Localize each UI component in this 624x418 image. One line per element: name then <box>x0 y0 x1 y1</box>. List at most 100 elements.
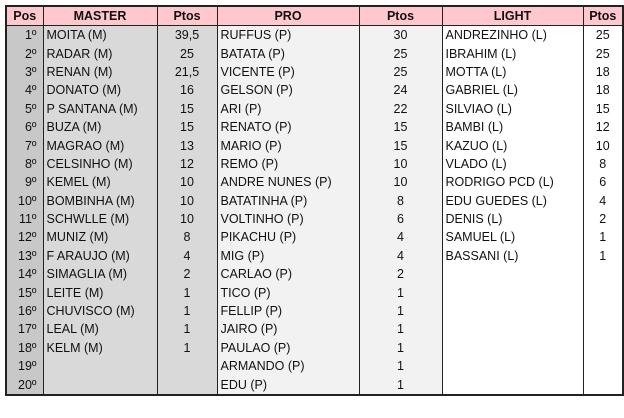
cell-light-name[interactable] <box>441 375 584 395</box>
cell-light-name[interactable]: BASSANI (L) <box>441 246 584 266</box>
cell-master-points[interactable]: 10 <box>156 173 218 192</box>
cell-pro-name[interactable]: BATATINHA (P) <box>216 191 360 210</box>
cell-master-points[interactable]: 2 <box>156 265 218 284</box>
cell-pos[interactable]: 3º <box>5 62 44 82</box>
cell-light-name[interactable]: ANDREZINHO (L) <box>441 25 584 45</box>
cell-pos[interactable]: 8º <box>5 154 44 174</box>
cell-pos[interactable]: 15º <box>5 283 44 302</box>
cell-pro-name[interactable]: EDU (P) <box>216 375 360 395</box>
cell-pos[interactable]: 14º <box>5 265 44 284</box>
cell-pro-points[interactable]: 1 <box>358 320 443 339</box>
cell-pro-name[interactable]: CARLAO (P) <box>216 265 360 284</box>
cell-pro-name[interactable]: FELLIP (P) <box>216 301 360 321</box>
cell-light-points[interactable] <box>582 320 624 339</box>
cell-master-name[interactable]: SCHWLLE (M) <box>42 209 158 229</box>
cell-pro-name[interactable]: ARI (P) <box>216 99 360 118</box>
cell-light-points[interactable] <box>582 283 624 302</box>
cell-master-name[interactable]: CELSINHO (M) <box>42 154 158 174</box>
cell-pro-name[interactable]: PIKACHU (P) <box>216 228 360 247</box>
cell-pro-name[interactable]: GELSON (P) <box>216 81 360 100</box>
cell-light-points[interactable] <box>582 265 624 284</box>
cell-pos[interactable]: 16º <box>5 301 44 321</box>
cell-pos[interactable]: 11º <box>5 209 44 229</box>
cell-master-points[interactable]: 10 <box>156 191 218 210</box>
cell-pro-name[interactable]: MIG (P) <box>216 246 360 266</box>
cell-light-points[interactable]: 1 <box>582 246 624 266</box>
cell-light-points[interactable] <box>582 338 624 358</box>
cell-pro-points[interactable]: 4 <box>358 246 443 266</box>
cell-pro-name[interactable]: PAULAO (P) <box>216 338 360 358</box>
cell-light-points[interactable] <box>582 375 624 395</box>
cell-master-points[interactable]: 1 <box>156 338 218 358</box>
cell-master-name[interactable]: RENAN (M) <box>42 62 158 82</box>
cell-pos[interactable]: 19º <box>5 357 44 376</box>
cell-pro-points[interactable]: 22 <box>358 99 443 118</box>
cell-light-name[interactable]: MOTTA (L) <box>441 62 584 82</box>
cell-master-points[interactable]: 8 <box>156 228 218 247</box>
cell-pro-points[interactable]: 15 <box>358 117 443 137</box>
cell-light-points[interactable]: 25 <box>582 25 624 45</box>
cell-pro-name[interactable]: ANDRE NUNES (P) <box>216 173 360 192</box>
cell-master-name[interactable]: MUNIZ (M) <box>42 228 158 247</box>
cell-master-name[interactable]: RADAR (M) <box>42 44 158 63</box>
cell-light-name[interactable]: GABRIEL (L) <box>441 81 584 100</box>
cell-pro-points[interactable]: 30 <box>358 25 443 45</box>
cell-light-points[interactable] <box>582 301 624 321</box>
cell-master-points[interactable]: 15 <box>156 117 218 137</box>
cell-light-points[interactable]: 18 <box>582 81 624 100</box>
cell-master-name[interactable] <box>42 375 158 395</box>
cell-light-points[interactable]: 10 <box>582 136 624 155</box>
cell-light-name[interactable]: SILVIAO (L) <box>441 99 584 118</box>
cell-master-points[interactable]: 12 <box>156 154 218 174</box>
cell-pos[interactable]: 13º <box>5 246 44 266</box>
cell-light-points[interactable] <box>582 357 624 376</box>
cell-light-name[interactable] <box>441 265 584 284</box>
cell-light-name[interactable]: DENIS (L) <box>441 209 584 229</box>
cell-master-name[interactable] <box>42 357 158 376</box>
cell-pro-points[interactable]: 1 <box>358 357 443 376</box>
cell-pro-name[interactable]: VOLTINHO (P) <box>216 209 360 229</box>
cell-light-name[interactable]: EDU GUEDES (L) <box>441 191 584 210</box>
cell-pro-points[interactable]: 24 <box>358 81 443 100</box>
cell-pro-points[interactable]: 1 <box>358 283 443 302</box>
cell-pro-points[interactable]: 6 <box>358 209 443 229</box>
cell-pro-points[interactable]: 2 <box>358 265 443 284</box>
cell-light-name[interactable] <box>441 301 584 321</box>
cell-pro-points[interactable]: 1 <box>358 338 443 358</box>
cell-pro-points[interactable]: 1 <box>358 301 443 321</box>
cell-master-name[interactable]: BUZA (M) <box>42 117 158 137</box>
cell-pos[interactable]: 12º <box>5 228 44 247</box>
cell-pro-name[interactable]: MARIO (P) <box>216 136 360 155</box>
cell-light-name[interactable]: BAMBI (L) <box>441 117 584 137</box>
cell-pos[interactable]: 5º <box>5 99 44 118</box>
cell-pro-name[interactable]: BATATA (P) <box>216 44 360 63</box>
cell-pro-points[interactable]: 1 <box>358 375 443 395</box>
cell-master-name[interactable]: SIMAGLIA (M) <box>42 265 158 284</box>
cell-pro-name[interactable]: REMO (P) <box>216 154 360 174</box>
cell-master-name[interactable]: BOMBINHA (M) <box>42 191 158 210</box>
cell-master-points[interactable]: 1 <box>156 320 218 339</box>
cell-master-name[interactable]: LEITE (M) <box>42 283 158 302</box>
cell-light-points[interactable]: 15 <box>582 99 624 118</box>
cell-master-name[interactable]: KEMEL (M) <box>42 173 158 192</box>
cell-pos[interactable]: 18º <box>5 338 44 358</box>
cell-light-points[interactable]: 6 <box>582 173 624 192</box>
cell-pro-name[interactable]: ARMANDO (P) <box>216 357 360 376</box>
cell-pos[interactable]: 1º <box>5 25 44 45</box>
cell-master-points[interactable]: 39,5 <box>156 25 218 45</box>
cell-light-points[interactable]: 8 <box>582 154 624 174</box>
cell-pro-name[interactable]: VICENTE (P) <box>216 62 360 82</box>
cell-light-name[interactable]: KAZUO (L) <box>441 136 584 155</box>
cell-master-name[interactable]: LEAL (M) <box>42 320 158 339</box>
cell-pro-name[interactable]: RUFFUS (P) <box>216 25 360 45</box>
cell-master-points[interactable]: 1 <box>156 301 218 321</box>
cell-light-name[interactable] <box>441 357 584 376</box>
cell-pro-points[interactable]: 4 <box>358 228 443 247</box>
cell-pro-points[interactable]: 25 <box>358 44 443 63</box>
cell-master-points[interactable]: 21,5 <box>156 62 218 82</box>
cell-light-name[interactable] <box>441 320 584 339</box>
cell-master-name[interactable]: P SANTANA (M) <box>42 99 158 118</box>
cell-pos[interactable]: 4º <box>5 81 44 100</box>
cell-master-points[interactable]: 25 <box>156 44 218 63</box>
cell-master-points[interactable]: 4 <box>156 246 218 266</box>
